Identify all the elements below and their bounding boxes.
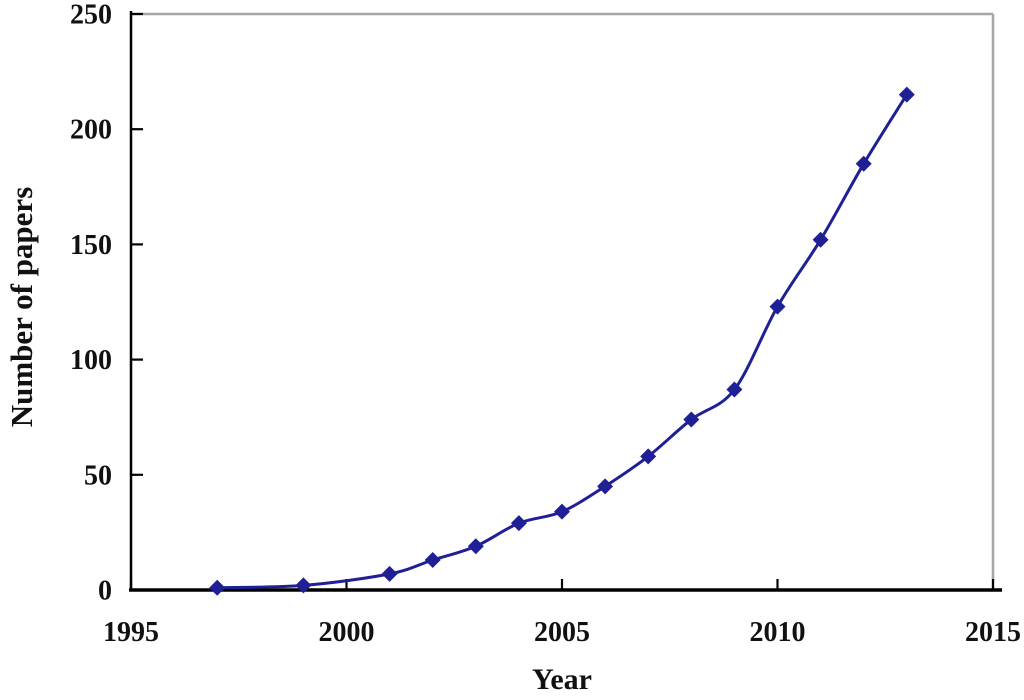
y-tick-label: 250 [70,0,112,31]
data-point-marker [424,552,441,569]
data-point-marker [855,155,872,172]
data-point-marker [467,538,484,555]
data-point-marker [554,503,570,520]
x-tick-label: 1995 [103,617,159,648]
data-point-marker [597,478,614,495]
data-point-marker [510,515,527,532]
y-axis-title: Number of papers [4,186,39,428]
y-tick-label: 50 [84,460,112,491]
x-tick-label: 2015 [965,617,1021,648]
y-tick-label: 0 [98,576,112,607]
y-tick-label: 150 [70,230,112,261]
x-tick-label: 2000 [319,617,375,648]
data-point-marker [381,565,398,582]
data-point-marker [640,448,657,465]
x-axis-title: Year [532,663,592,696]
x-tick-label: 2005 [534,617,590,648]
x-tick-label: 2010 [750,617,806,648]
data-point-marker [898,86,915,103]
data-point-marker [726,381,743,398]
data-point-marker [209,579,226,596]
data-point-marker [812,231,829,248]
data-point-marker [683,411,700,428]
y-tick-label: 100 [70,345,112,376]
data-point-marker [295,577,312,594]
y-tick-label: 200 [70,115,112,146]
data-point-marker [769,298,786,315]
